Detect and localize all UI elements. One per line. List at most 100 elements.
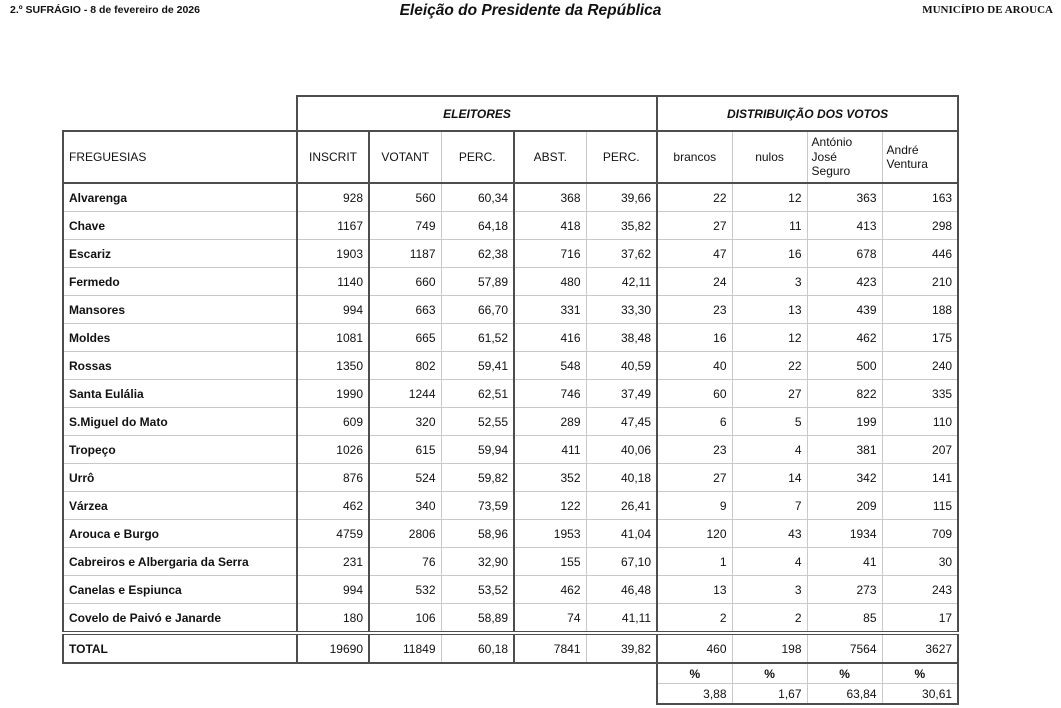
value-cell: 678 — [807, 239, 883, 268]
value-cell: 749 — [369, 211, 442, 240]
value-cell: 13 — [732, 295, 808, 324]
freguesia-name: Alvarenga — [62, 183, 298, 212]
value-cell: 660 — [369, 267, 442, 296]
group-header-spacer — [63, 96, 297, 131]
value-cell: 40,18 — [586, 463, 659, 492]
freguesia-name: Chave — [62, 211, 298, 240]
freguesia-name: Rossas — [62, 351, 298, 380]
table-row: Chave 1167 749 64,18 418 35,82 27 11 413 298 — [62, 211, 960, 240]
value-cell: 7 — [732, 491, 808, 520]
value-cell: 298 — [882, 211, 960, 240]
table-row: Covelo de Paivó e Janarde 180 106 58,89 74 41… — [62, 603, 960, 634]
freguesia-name: Urrô — [62, 463, 298, 492]
table-row: Santa Eulália 1990 1244 62,51 746 37,49 60 27 82… — [62, 379, 960, 408]
value-cell: 1081 — [297, 323, 370, 352]
value-cell: 16 — [657, 323, 733, 352]
value-cell: 59,94 — [441, 435, 515, 464]
value-cell: 47,45 — [586, 407, 659, 436]
freguesia-name: Várzea — [62, 491, 298, 520]
municipality-label: MUNICÍPIO DE AROUCA — [922, 4, 1053, 16]
value-cell: 2 — [657, 603, 733, 634]
percent-label-seguro: % — [807, 663, 883, 684]
value-cell: 85 — [807, 603, 883, 634]
value-cell: 1244 — [369, 379, 442, 408]
value-cell: 9 — [657, 491, 733, 520]
value-cell: 822 — [807, 379, 883, 408]
total-abst: 7841 — [514, 631, 587, 664]
value-cell: 120 — [657, 519, 733, 548]
value-cell: 76 — [369, 547, 442, 576]
freguesia-name: Arouca e Burgo — [62, 519, 298, 548]
value-cell: 37,62 — [586, 239, 659, 268]
percent-value-spacer — [63, 683, 658, 704]
table-row: Arouca e Burgo 4759 2806 58,96 1953 41,04 120 4… — [62, 519, 960, 548]
total-label: TOTAL — [62, 631, 298, 664]
value-cell: 52,55 — [441, 407, 515, 436]
group-header-eleitores: ELEITORES — [295, 95, 659, 132]
percent-value-brancos: 3,88 — [656, 683, 733, 705]
value-cell: 27 — [732, 379, 808, 408]
value-cell: 209 — [807, 491, 883, 520]
value-cell: 207 — [882, 435, 960, 464]
table-row: Alvarenga 928 560 60,34 368 39,66 22 12 363 163 — [62, 183, 960, 212]
total-ventura: 3627 — [882, 631, 960, 664]
total-perc-abst: 39,82 — [586, 631, 659, 664]
value-cell: 210 — [882, 267, 960, 296]
value-cell: 41 — [807, 547, 883, 576]
value-cell: 188 — [882, 295, 960, 324]
value-cell: 331 — [514, 295, 587, 324]
value-cell: 41,11 — [586, 603, 659, 634]
value-cell: 27 — [657, 211, 733, 240]
col-header-nulos: nulos — [732, 130, 808, 184]
table-row: Canelas e Espiunca 994 532 53,52 462 46,48 13 3… — [62, 575, 960, 604]
total-inscrit: 19690 — [297, 631, 370, 664]
table-row: Tropeço 1026 615 59,94 411 40,06 23 4 381 207 — [62, 435, 960, 464]
percent-label-ventura: % — [882, 663, 960, 684]
value-cell: 47 — [657, 239, 733, 268]
table-body: Alvarenga 928 560 60,34 368 39,66 22 12 363 163 Ch… — [62, 183, 960, 634]
value-cell: 423 — [807, 267, 883, 296]
value-cell: 40 — [657, 351, 733, 380]
value-cell: 17 — [882, 603, 960, 634]
value-cell: 1 — [657, 547, 733, 576]
value-cell: 40,59 — [586, 351, 659, 380]
value-cell: 60 — [657, 379, 733, 408]
value-cell: 548 — [514, 351, 587, 380]
value-cell: 560 — [369, 183, 442, 212]
percent-label-brancos: % — [656, 663, 733, 684]
value-cell: 62,38 — [441, 239, 515, 268]
value-cell: 335 — [882, 379, 960, 408]
value-cell: 665 — [369, 323, 442, 352]
value-cell: 30 — [882, 547, 960, 576]
table-footer: TOTAL 19690 11849 60,18 7841 39,82 460 1… — [62, 631, 960, 705]
value-cell: 43 — [732, 519, 808, 548]
total-votant: 11849 — [369, 631, 442, 664]
value-cell: 33,30 — [586, 295, 659, 324]
value-cell: 40,06 — [586, 435, 659, 464]
col-header-candidate-seguro: António José Seguro — [807, 130, 883, 184]
value-cell: 1140 — [297, 267, 370, 296]
value-cell: 240 — [882, 351, 960, 380]
value-cell: 53,52 — [441, 575, 515, 604]
value-cell: 3 — [732, 267, 808, 296]
value-cell: 58,89 — [441, 603, 515, 634]
value-cell: 12 — [732, 183, 808, 212]
value-cell: 39,66 — [586, 183, 659, 212]
value-cell: 11 — [732, 211, 808, 240]
freguesia-name: Fermedo — [62, 267, 298, 296]
value-cell: 411 — [514, 435, 587, 464]
value-cell: 13 — [657, 575, 733, 604]
value-cell: 615 — [369, 435, 442, 464]
value-cell: 180 — [297, 603, 370, 634]
percent-value-ventura: 30,61 — [882, 683, 960, 705]
suffrage-date-label: 2.º SUFRÁGIO - 8 de fevereiro de 2026 — [10, 4, 200, 16]
value-cell: 163 — [882, 183, 960, 212]
value-cell: 1167 — [297, 211, 370, 240]
value-cell: 289 — [514, 407, 587, 436]
value-cell: 3 — [732, 575, 808, 604]
freguesia-name: Covelo de Paivó e Janarde — [62, 603, 298, 634]
value-cell: 60,34 — [441, 183, 515, 212]
table-row: Mansores 994 663 66,70 331 33,30 23 13 439 188 — [62, 295, 960, 324]
freguesia-name: Escariz — [62, 239, 298, 268]
value-cell: 59,41 — [441, 351, 515, 380]
